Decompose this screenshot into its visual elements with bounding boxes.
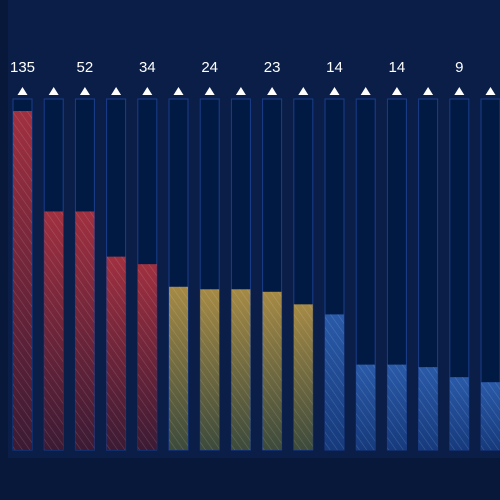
bar-marker-icon	[423, 87, 434, 95]
bar-marker-icon	[298, 87, 309, 95]
bar-marker-icon	[204, 87, 215, 95]
value-label: 52	[77, 59, 94, 76]
bar-marker-icon	[48, 87, 59, 95]
bar-marker-icon	[17, 87, 28, 95]
bar-marker-icon	[485, 87, 496, 95]
bar-hatch	[418, 367, 438, 450]
bar-hatch	[262, 291, 282, 450]
bar-hatch	[13, 111, 32, 450]
bar-hatch	[75, 211, 95, 450]
bar-hatch	[449, 377, 469, 450]
value-label: 14	[326, 59, 343, 76]
bar-marker-icon	[79, 87, 90, 95]
bar-hatch	[169, 286, 188, 450]
value-label: 23	[264, 59, 281, 76]
bar-hatch	[481, 382, 500, 450]
bar-marker-icon	[142, 87, 153, 95]
bar-hatch	[387, 364, 407, 450]
value-label: 34	[139, 59, 156, 76]
bar-marker-icon	[267, 87, 278, 95]
bar-hatch	[231, 289, 251, 450]
value-label: 24	[201, 59, 218, 76]
bar-marker-icon	[454, 87, 465, 95]
bar-marker-icon	[235, 87, 246, 95]
bar-hatch	[44, 211, 64, 450]
bar-marker-icon	[111, 87, 122, 95]
bar-marker-icon	[329, 87, 340, 95]
bar-hatch	[293, 304, 313, 450]
value-label: 14	[389, 59, 406, 76]
bar-marker-icon	[391, 87, 402, 95]
bar-marker-icon	[360, 87, 371, 95]
bar-hatch	[106, 256, 126, 450]
bar-hatch	[137, 264, 157, 450]
value-label: 135	[10, 59, 35, 76]
bar-hatch	[325, 314, 344, 450]
bar-hatch	[356, 364, 376, 450]
value-label: 9	[455, 59, 463, 76]
bar-marker-icon	[173, 87, 184, 95]
bar-hatch	[200, 289, 220, 450]
